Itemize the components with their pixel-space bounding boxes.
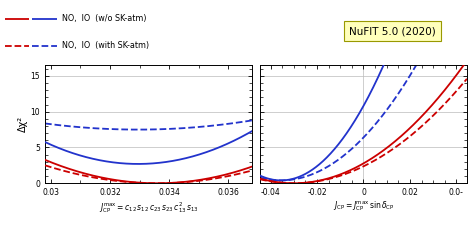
X-axis label: $J_{\rm CP}^{\rm max} = c_{12}\, s_{12}\, c_{23}\, s_{23}\, c_{13}^2\, s_{13}$: $J_{\rm CP}^{\rm max} = c_{12}\, s_{12}\… bbox=[99, 200, 198, 215]
Y-axis label: Δχ²: Δχ² bbox=[18, 116, 28, 132]
X-axis label: $J_{\rm CP} = J_{\rm CP}^{\rm max}\, \sin\delta_{\rm CP}$: $J_{\rm CP} = J_{\rm CP}^{\rm max}\, \si… bbox=[333, 200, 394, 214]
Text: NO,  IO  (with SK-atm): NO, IO (with SK-atm) bbox=[63, 41, 150, 50]
Text: NO,  IO  (w/o SK-atm): NO, IO (w/o SK-atm) bbox=[63, 14, 147, 23]
Text: NuFIT 5.0 (2020): NuFIT 5.0 (2020) bbox=[349, 26, 436, 36]
